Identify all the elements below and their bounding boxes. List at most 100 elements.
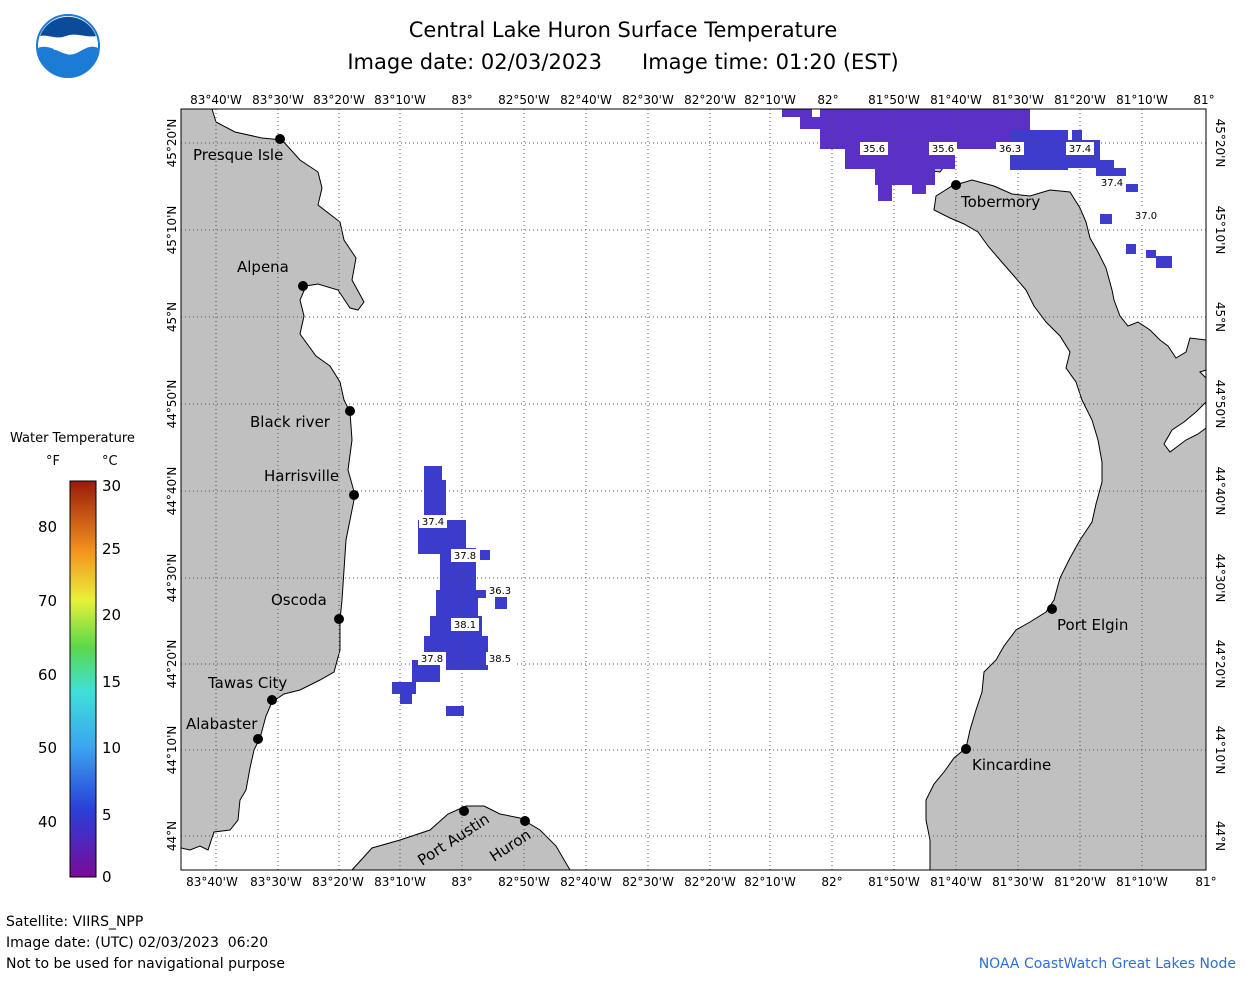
lat-label-left: 45°10'N [165, 206, 179, 255]
lat-label-right: 44°N [1213, 821, 1227, 851]
lat-label-left: 44°30'N [165, 554, 179, 603]
temp-label: 38.1 [454, 620, 476, 631]
temp-label: 37.4 [422, 517, 444, 528]
lon-label-bottom: 82°10'W [744, 875, 796, 889]
lon-label-top: 81° [1193, 93, 1214, 107]
land-thumb [350, 805, 571, 871]
temp-label: 38.5 [489, 654, 511, 665]
lat-label-right: 44°50'N [1213, 380, 1227, 429]
lon-label-top: 82°20'W [684, 93, 736, 107]
noaa-logo-text: NOAA [53, 42, 82, 53]
legend-unit-f: °F [46, 454, 60, 469]
lon-label-top: 81°30'W [992, 93, 1044, 107]
sst-central [392, 466, 507, 716]
lon-label-bottom: 82°50'W [498, 875, 550, 889]
lon-label-bottom: 83° [451, 875, 472, 889]
lon-label-bottom: 81°30'W [992, 875, 1044, 889]
footer-satellite: Satellite: VIIRS_NPP [6, 914, 144, 930]
noaa-logo: NOAA [36, 14, 100, 78]
lon-label-bottom: 83°30'W [250, 875, 302, 889]
lat-label-left: 44°20'N [165, 640, 179, 689]
lon-label-top: 83°10'W [374, 93, 426, 107]
lon-label-top: 82° [817, 93, 838, 107]
temp-label: 36.3 [489, 586, 511, 597]
lon-label-bottom: 82° [821, 875, 842, 889]
temp-label: 35.6 [932, 144, 954, 155]
legend-unit-c: °C [102, 454, 118, 469]
lon-label-top: 82°10'W [744, 93, 796, 107]
lon-label-bottom: 82°40'W [560, 875, 612, 889]
lat-label-right: 44°10'N [1213, 726, 1227, 775]
city-label-tobermory: Tobermory [960, 193, 1040, 211]
lat-label-left: 44°50'N [165, 380, 179, 429]
lon-label-bottom: 83°20'W [312, 875, 364, 889]
legend-f-tick: 40 [38, 813, 57, 831]
city-label-alabaster: Alabaster [186, 715, 258, 733]
lat-label-left: 45°20'N [165, 119, 179, 168]
temp-label: 37.8 [454, 551, 476, 562]
lon-label-bottom: 83°40'W [186, 875, 238, 889]
map-frame [180, 108, 1207, 871]
image-datetime: Image date: 02/03/2023 Image time: 01:20… [0, 50, 1246, 74]
legend-c-tick: 10 [102, 739, 121, 757]
city-label-harrisville: Harrisville [264, 467, 339, 485]
lon-label-bottom: 82°30'W [622, 875, 674, 889]
lon-label-top: 83° [451, 93, 472, 107]
lon-label-bottom: 81°10'W [1116, 875, 1168, 889]
lon-label-bottom: 83°10'W [374, 875, 426, 889]
lon-label-top: 81°40'W [930, 93, 982, 107]
lon-label-top: 83°30'W [252, 93, 304, 107]
city-label-black-river: Black river [250, 413, 331, 431]
lon-label-top: 82°40'W [560, 93, 612, 107]
image-time-label: Image time: 01:20 (EST) [642, 50, 899, 74]
city-label-oscoda: Oscoda [271, 591, 327, 609]
water-notch [1163, 400, 1207, 453]
lat-label-left: 45°N [165, 302, 179, 332]
lon-label-bottom: 81°40'W [930, 875, 982, 889]
lat-label-left: 44°10'N [165, 726, 179, 775]
city-markers [253, 134, 1057, 826]
lon-label-top: 81°20'W [1054, 93, 1106, 107]
lat-label-right: 45°10'N [1213, 206, 1227, 255]
lon-label-top: 83°20'W [313, 93, 365, 107]
legend-colorbar [69, 480, 97, 878]
city-label-presque-isle: Presque Isle [193, 146, 283, 164]
city-label-kincardine: Kincardine [972, 756, 1051, 774]
legend-c-tick: 20 [102, 606, 121, 624]
temp-label: 37.4 [1101, 178, 1123, 189]
lat-label-left: 44°40'N [165, 467, 179, 516]
sst-north [782, 109, 1030, 201]
city-label-tawas-city: Tawas City [207, 674, 287, 692]
legend-f-tick: 50 [38, 739, 57, 757]
legend-f-tick: 80 [38, 518, 57, 536]
lon-label-top: 83°40'W [190, 93, 242, 107]
lon-label-bottom: 81° [1195, 875, 1216, 889]
lat-label-right: 45°N [1213, 302, 1227, 332]
lon-label-top: 82°30'W [622, 93, 674, 107]
lon-label-bottom: 81°20'W [1054, 875, 1106, 889]
legend-c-tick: 0 [102, 868, 112, 886]
footer-utc-date: Image date: (UTC) 02/03/2023 06:20 [6, 935, 269, 951]
temp-label: 37.8 [421, 654, 443, 665]
temp-label: 37.0 [1135, 211, 1157, 222]
lat-label-right: 44°30'N [1213, 554, 1227, 603]
lon-label-top: 81°10'W [1116, 93, 1168, 107]
lat-label-right: 44°20'N [1213, 640, 1227, 689]
graticule [181, 109, 1206, 870]
legend-c-tick: 15 [102, 673, 121, 691]
footer-credit: NOAA CoastWatch Great Lakes Node [978, 956, 1236, 972]
lon-label-bottom: 82°20'W [684, 875, 736, 889]
lat-label-right: 44°40'N [1213, 467, 1227, 516]
city-label-alpena: Alpena [237, 258, 289, 276]
city-label-port-elgin: Port Elgin [1057, 616, 1128, 634]
legend-c-tick: 5 [102, 806, 112, 824]
legend-f-tick: 60 [38, 666, 57, 684]
lon-label-top: 81°50'W [868, 93, 920, 107]
legend-f-tick: 70 [38, 592, 57, 610]
legend-c-tick: 30 [102, 477, 121, 495]
footer-disclaimer: Not to be used for navigational purpose [6, 956, 285, 972]
legend-title: Water Temperature [10, 431, 135, 446]
lat-label-left: 44°N [165, 821, 179, 851]
legend-c-tick: 25 [102, 540, 121, 558]
